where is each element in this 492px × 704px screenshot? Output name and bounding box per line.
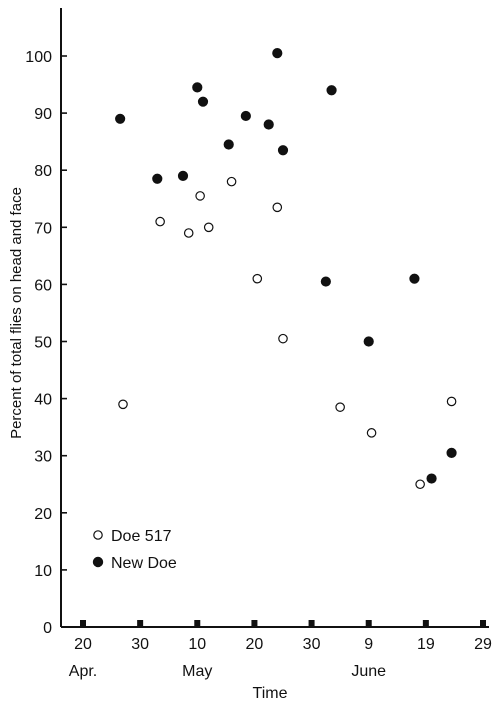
x-tick-mark xyxy=(422,620,429,627)
doe-517-point xyxy=(278,333,288,344)
legend-marker-doe-517 xyxy=(93,530,103,540)
doe-517-point xyxy=(446,396,457,407)
y-tick-label: 60 xyxy=(34,277,52,294)
y-tick-label: 30 xyxy=(34,449,52,466)
doe-517-point xyxy=(226,176,237,187)
x-tick-mark xyxy=(251,620,258,627)
new-doe-point xyxy=(240,110,251,122)
y-tick-label: 0 xyxy=(43,620,52,637)
doe-517-point xyxy=(335,402,345,412)
doe-517-point xyxy=(155,216,165,227)
month-label: May xyxy=(182,663,212,680)
x-tick-mark xyxy=(480,620,486,627)
y-tick-label: 80 xyxy=(34,163,52,180)
x-tick-mark xyxy=(137,620,144,627)
new-doe-point xyxy=(192,82,203,93)
new-doe-point xyxy=(326,85,337,96)
doe-517-point xyxy=(272,202,283,213)
doe-517-point xyxy=(183,228,194,238)
x-tick-label: 9 xyxy=(364,636,373,653)
new-doe-point xyxy=(277,145,289,156)
legend-label: Doe 517 xyxy=(111,528,172,545)
x-tick-label: 29 xyxy=(474,636,492,653)
new-doe-point xyxy=(223,139,234,150)
new-doe-point xyxy=(320,276,331,287)
new-doe-point xyxy=(197,96,209,107)
new-doe-point xyxy=(426,473,437,484)
month-label: Apr. xyxy=(69,663,97,680)
y-tick-label: 70 xyxy=(34,220,52,237)
new-doe-point xyxy=(263,119,274,130)
legend-label: New Doe xyxy=(111,555,177,572)
new-doe-point xyxy=(115,113,126,124)
y-tick-label: 100 xyxy=(25,49,52,66)
doe-517-point xyxy=(203,222,214,233)
new-doe-point xyxy=(272,48,283,59)
new-doe-point xyxy=(446,447,457,458)
y-tick-label: 20 xyxy=(34,506,52,523)
x-tick-label: 19 xyxy=(417,636,435,653)
y-tick-label: 40 xyxy=(34,392,52,409)
new-doe-point xyxy=(152,173,163,184)
x-tick-mark xyxy=(365,620,372,627)
y-tick-label: 90 xyxy=(34,106,52,123)
x-tick-label: 20 xyxy=(74,636,92,653)
x-axis-label: Time xyxy=(253,685,288,702)
doe-517-point xyxy=(366,428,377,438)
doe-517-point xyxy=(252,273,263,284)
new-doe-point xyxy=(363,336,374,347)
new-doe-point xyxy=(409,273,420,284)
month-label: June xyxy=(351,663,386,680)
x-tick-mark xyxy=(80,620,86,627)
doe-517-point xyxy=(415,479,425,490)
legend-marker-new-doe xyxy=(92,556,104,568)
x-tick-label: 20 xyxy=(246,636,264,653)
doe-517-point xyxy=(195,191,205,201)
x-tick-label: 30 xyxy=(303,636,321,653)
y-axis-label: Percent of total flies on head and face xyxy=(8,187,25,439)
x-tick-mark xyxy=(194,620,201,627)
y-tick-label: 50 xyxy=(34,335,52,352)
x-tick-mark xyxy=(308,620,315,627)
doe-517-point xyxy=(118,399,128,410)
x-tick-label: 30 xyxy=(131,636,149,653)
x-tick-label: 10 xyxy=(188,636,206,653)
new-doe-point xyxy=(177,170,189,182)
y-tick-label: 10 xyxy=(34,563,52,580)
